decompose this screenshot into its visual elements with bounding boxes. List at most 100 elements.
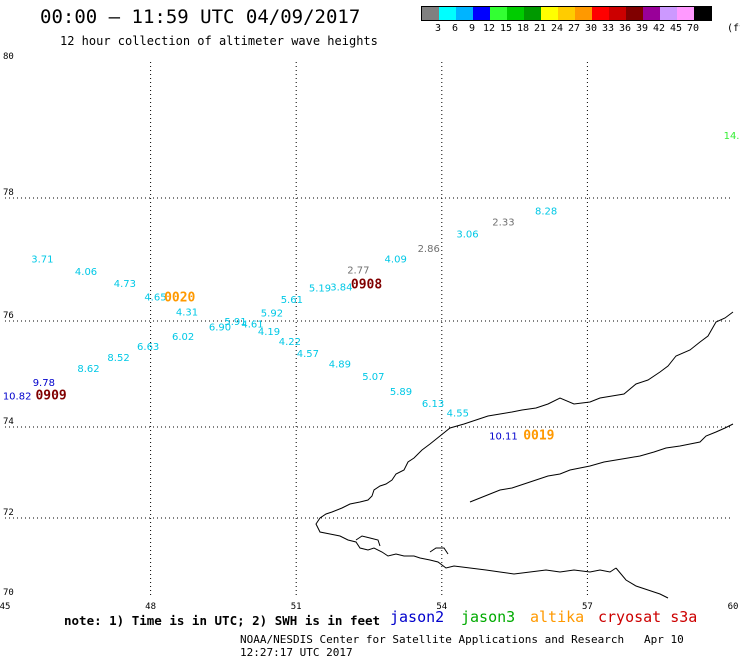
legend-swatch — [439, 7, 456, 20]
wave-height-label: 8.52 — [107, 353, 129, 364]
observation-labels: 3.71 4.06 4.73 4.65 4.31 4.615.91 5.92 5.61 5.19… — [3, 131, 740, 444]
y-tick-label: 72 — [3, 508, 14, 518]
legend-swatch — [609, 7, 626, 20]
wave-height-label: 4.31 — [176, 307, 198, 318]
wave-height-label: 2.86 — [418, 244, 440, 255]
y-tick-label: 80 — [3, 52, 14, 62]
wave-height-label: 10.82 — [3, 391, 32, 402]
x-tick-label: 54 — [436, 602, 447, 612]
legend-label: 42 — [652, 23, 666, 34]
y-tick-label: 70 — [3, 588, 14, 598]
legend-label: 27 — [567, 23, 581, 34]
wave-height-label: 9.78 — [33, 378, 55, 389]
footer-credit: NOAA/NESDIS Center for Satellite Applica… — [240, 633, 740, 659]
legend-unit: (ft) — [727, 23, 740, 34]
x-tick-label: 45 — [0, 602, 10, 612]
legend-swatch — [473, 7, 490, 20]
legend-label: 39 — [635, 23, 649, 34]
wave-height-label: 4.22 — [279, 337, 301, 348]
satellite-name: altika — [530, 608, 585, 626]
color-scale-swatches — [421, 6, 712, 21]
satellite-name: jason2 — [390, 608, 445, 626]
legend-label: 33 — [601, 23, 615, 34]
legend-label: 45 — [669, 23, 683, 34]
legend-swatch — [677, 7, 694, 20]
legend-swatch — [558, 7, 575, 20]
wave-height-label: 4.57 — [297, 349, 319, 360]
legend-swatch — [575, 7, 592, 20]
legend-label: 6 — [451, 23, 459, 34]
wave-height-label: 6.02 — [172, 332, 194, 343]
wave-height-label: 6.90 — [209, 323, 231, 334]
wave-height-label: 5.91 — [224, 317, 246, 328]
pass-time-label: 0019 — [523, 429, 554, 444]
wave-height-label: 4.61 — [241, 319, 263, 330]
wave-height-label: 5.89 — [390, 387, 412, 398]
wave-height-label: 5.92 — [261, 309, 283, 320]
page-subtitle: 12 hour collection of altimeter wave hei… — [60, 34, 378, 48]
wave-height-label: 6.13 — [422, 399, 444, 410]
wave-height-label: 4.65 — [144, 293, 166, 304]
wave-height-label: 8.62 — [77, 364, 99, 375]
wave-height-label: 5.19 — [309, 283, 331, 294]
wave-height-label: 4.55 — [447, 408, 469, 419]
legend-swatch — [507, 7, 524, 20]
coastline-segment — [429, 547, 449, 555]
legend-swatch — [422, 7, 439, 20]
wave-height-label: 8.28 — [535, 207, 557, 218]
x-tick-label: 51 — [291, 602, 302, 612]
legend-swatch — [643, 7, 660, 20]
footer-note: note: 1) Time is in UTC; 2) SWH is in fe… — [64, 613, 381, 628]
map-grid — [5, 62, 733, 598]
wave-height-label: 5.61 — [281, 295, 303, 306]
wave-height-label: 2.33 — [492, 218, 514, 229]
legend-label: 21 — [533, 23, 547, 34]
wave-height-label: 4.73 — [114, 279, 136, 290]
y-tick-label: 74 — [3, 417, 14, 427]
legend-swatch — [490, 7, 507, 20]
legend-swatch — [626, 7, 643, 20]
legend-swatch — [592, 7, 609, 20]
wave-height-label: 3.84 — [330, 282, 352, 293]
pass-time-label: 0020 — [164, 290, 195, 305]
page-title: 00:00 – 11:59 UTC 04/09/2017 — [40, 6, 361, 28]
wave-height-label: 6.63 — [137, 342, 159, 353]
x-tick-label: 48 — [145, 602, 156, 612]
coastline-segment — [355, 535, 381, 547]
x-tick-label: 57 — [582, 602, 593, 612]
legend-swatch — [660, 7, 677, 20]
y-tick-label: 76 — [3, 311, 14, 321]
legend-label: 24 — [550, 23, 564, 34]
legend-label: 15 — [499, 23, 513, 34]
wave-height-label: 14. — [724, 131, 740, 142]
coastline-segment — [315, 311, 734, 575]
wave-height-label: 4.89 — [329, 360, 351, 371]
legend-label: 30 — [584, 23, 598, 34]
legend-label: 3 — [434, 23, 442, 34]
pass-time-label: 0908 — [351, 277, 382, 292]
satellite-name: jason3 — [461, 608, 516, 626]
wave-height-label: 4.06 — [75, 267, 97, 278]
wave-height-label: 3.06 — [456, 229, 478, 240]
legend-swatch — [456, 7, 473, 20]
wave-height-label: 4.09 — [385, 255, 407, 266]
x-tick-label: 60 — [728, 602, 739, 612]
legend-swatch — [541, 7, 558, 20]
coastline-segment — [469, 423, 734, 503]
map-axes: 80 78 76 74 72 70 45 48 51 54 57 60 — [0, 52, 738, 612]
wave-height-label: 3.71 — [31, 255, 53, 266]
satellite-name: cryosat s3a — [598, 608, 698, 626]
legend-label: 18 — [516, 23, 530, 34]
legend-label: 9 — [468, 23, 476, 34]
wave-height-label: 4.19 — [258, 327, 280, 338]
legend-label: 70 — [686, 23, 700, 34]
wave-height-label: 2.77 — [347, 266, 369, 277]
legend-swatch — [524, 7, 541, 20]
legend-label: 12 — [482, 23, 496, 34]
coastline — [315, 311, 734, 599]
wave-height-label: 10.11 — [489, 432, 518, 443]
y-tick-label: 78 — [3, 188, 14, 198]
